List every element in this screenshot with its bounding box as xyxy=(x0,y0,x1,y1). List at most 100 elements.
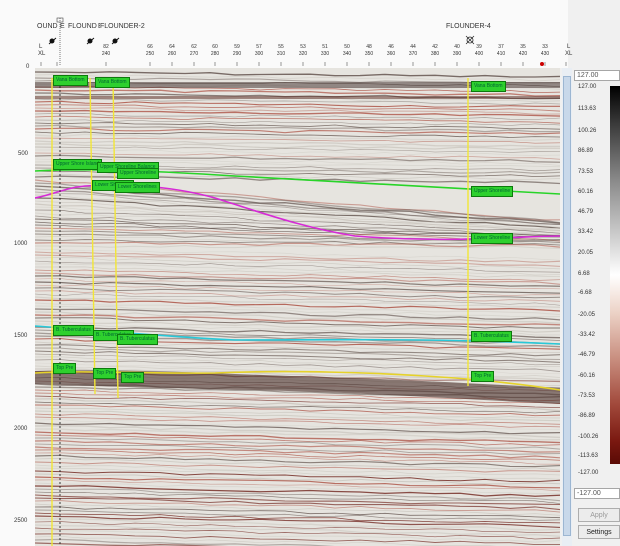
inline-tick-label: 39 xyxy=(476,44,482,50)
seismic-reflector xyxy=(35,506,560,519)
seismic-reflector xyxy=(35,194,560,228)
seismic-reflector xyxy=(35,146,560,153)
seismic-reflector xyxy=(35,401,560,414)
seismic-reflector xyxy=(35,407,560,419)
seismic-reflector xyxy=(35,457,560,471)
seismic-reflector xyxy=(35,446,560,459)
scrollbar-thumb[interactable] xyxy=(563,76,571,536)
colorbar-tick: 33.42 xyxy=(578,229,594,235)
seismic-reflector xyxy=(35,241,560,248)
inline-tick-label: 35 xyxy=(520,44,526,50)
seismic-reflector xyxy=(35,133,560,141)
seismic-reflector xyxy=(35,404,560,417)
seismic-reflector xyxy=(35,356,560,368)
seismic-reflector xyxy=(35,302,560,316)
seismic-reflector xyxy=(35,260,560,273)
seismic-reflector xyxy=(35,71,560,78)
seismic-reflector xyxy=(35,410,560,422)
crossline-tick-label: 250 xyxy=(145,51,155,57)
colorbar-tick: 20.05 xyxy=(578,250,594,256)
inline-tick-label: 48 xyxy=(366,44,372,50)
seismic-reflector xyxy=(35,206,560,232)
horizon-label[interactable]: Top Pre xyxy=(121,372,145,383)
colorbar-tick: 113.63 xyxy=(578,106,596,112)
seismic-image[interactable] xyxy=(35,68,560,546)
well-path[interactable] xyxy=(89,77,96,395)
seismic-reflector xyxy=(35,392,560,404)
inline-tick-label: 62 xyxy=(191,44,197,50)
horizon-label[interactable]: B. Tuberculatus xyxy=(53,325,94,336)
seismic-reflector xyxy=(35,317,560,329)
seismic-reflector xyxy=(35,476,560,489)
colorbar-tick: -6.68 xyxy=(578,290,592,296)
horizon-label[interactable]: Top Pre xyxy=(93,368,117,379)
horizon-label[interactable]: Top Pre xyxy=(53,363,77,374)
horizon-label[interactable]: Vana Bottom xyxy=(95,77,130,88)
time-tick-label: 500 xyxy=(18,151,29,157)
inline-tick-label: 59 xyxy=(234,44,240,50)
seismic-reflector xyxy=(35,413,560,425)
seismic-reflector xyxy=(35,296,560,308)
horizon-label[interactable]: Upper Shoreline xyxy=(471,186,514,197)
seismic-reflector xyxy=(35,275,560,287)
seismic-reflector xyxy=(35,284,560,296)
settings-button[interactable]: Settings xyxy=(578,525,620,539)
horizon-label[interactable]: B. Tuberculatus xyxy=(117,334,158,345)
seismic-reflector xyxy=(35,437,560,450)
apply-button[interactable]: Apply xyxy=(578,508,620,522)
seismic-reflector xyxy=(35,158,560,166)
well-marker-icon[interactable] xyxy=(48,37,57,45)
seismic-reflector xyxy=(35,299,560,312)
seismic-reflector xyxy=(35,461,560,473)
horizon-label[interactable]: Vana Bottom xyxy=(471,81,506,92)
seismic-reflector xyxy=(35,122,560,130)
axis-label-crossline: XL xyxy=(38,51,46,57)
horizon-label[interactable]: Upper Shore Island xyxy=(53,159,103,170)
colorbar-max-field[interactable]: 127.00 xyxy=(574,70,620,81)
colorbar-tick: 73.53 xyxy=(578,169,594,175)
seismic-reflector xyxy=(35,515,560,528)
well-marker-icon[interactable] xyxy=(56,17,64,66)
seismic-reflector xyxy=(35,293,560,306)
seismic-reflector xyxy=(35,203,560,232)
inline-tick-label: 82 xyxy=(103,44,109,50)
seismic-reflector xyxy=(35,527,560,540)
well-markers xyxy=(40,17,567,66)
seismic-reflector xyxy=(35,112,560,120)
colorbar-min-field[interactable]: -127.00 xyxy=(574,488,620,499)
horizon-label[interactable]: Lower Shorelines xyxy=(115,182,160,193)
seismic-reflector xyxy=(35,266,560,278)
inline-tick-label: 66 xyxy=(147,44,153,50)
seismic-reflector xyxy=(35,509,560,521)
seismic-section[interactable]: Vana Bottom Vana Bottom Vana Bottom Uppe… xyxy=(35,68,560,546)
inline-tick-label: 50 xyxy=(344,44,350,50)
crossline-tick-label: 300 xyxy=(254,51,264,57)
seismic-reflector xyxy=(35,137,560,144)
horizon-label[interactable]: Top Pre xyxy=(471,371,495,382)
well-marker-icon[interactable] xyxy=(86,37,95,45)
seismic-reflector xyxy=(35,419,560,430)
well-marker-icon[interactable] xyxy=(465,35,475,45)
colorbar-tick: -60.16 xyxy=(578,373,596,379)
crossline-tick-label: 380 xyxy=(430,51,440,57)
seismic-reflector xyxy=(35,497,560,511)
horizon-label[interactable]: Upper Shoreline xyxy=(117,168,160,179)
colorbar-tick: -100.26 xyxy=(578,434,599,440)
seismic-reflector xyxy=(35,281,560,294)
well-marker-icon[interactable] xyxy=(111,37,120,45)
crossline-tick-label: 370 xyxy=(408,51,418,57)
seismic-reflector xyxy=(35,350,560,363)
seismic-reflector xyxy=(35,251,560,263)
vertical-scrollbar[interactable] xyxy=(562,68,572,546)
well-label: OUND xyxy=(37,23,58,30)
seismic-reflector xyxy=(35,521,560,534)
colorbar-tick: -73.53 xyxy=(578,393,596,399)
seismic-reflector xyxy=(35,73,560,82)
seismic-reflector xyxy=(35,149,560,156)
crossline-tick-label: 270 xyxy=(189,51,199,57)
horizon-label[interactable]: B. Tuberculatus xyxy=(471,331,512,342)
crossline-tick-label: 330 xyxy=(320,51,330,57)
horizon-label[interactable]: Vana Bottom xyxy=(53,75,88,86)
horizon-label[interactable]: Lower Shoreline xyxy=(471,233,514,244)
colorbar-tick: -46.79 xyxy=(578,352,596,358)
